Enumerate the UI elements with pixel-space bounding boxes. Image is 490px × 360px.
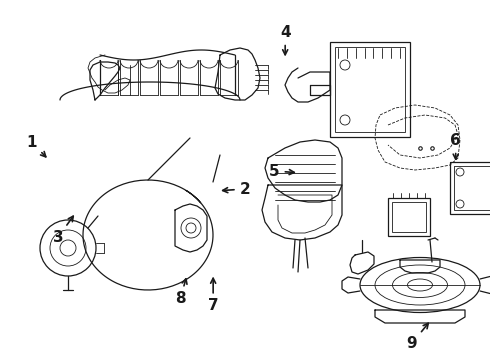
Text: 1: 1 [26, 135, 46, 157]
Text: 3: 3 [52, 216, 73, 245]
Text: 4: 4 [280, 25, 291, 55]
Bar [454, 166, 490, 210]
Bar [388, 198, 430, 236]
Bar [450, 162, 490, 214]
Text: 5: 5 [269, 163, 294, 179]
Text: 9: 9 [406, 323, 428, 351]
Text: 8: 8 [175, 279, 187, 306]
Text: 6: 6 [450, 133, 461, 159]
Text: 7: 7 [208, 278, 219, 314]
Bar [330, 42, 410, 137]
Bar [335, 47, 405, 132]
Text: 2: 2 [222, 181, 250, 197]
Bar [392, 202, 426, 232]
